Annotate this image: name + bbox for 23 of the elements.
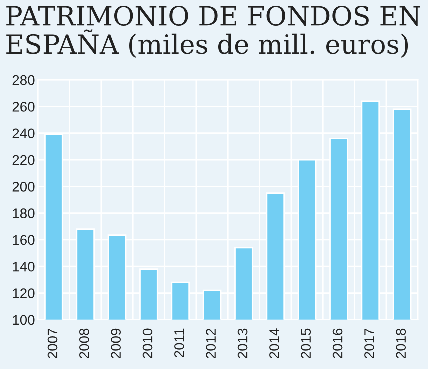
- y-tick-label: 260: [12, 102, 35, 112]
- x-tick-label: 2010: [142, 328, 153, 358]
- x-tick-label: 2016: [332, 328, 343, 358]
- y-tick-label: 120: [13, 288, 35, 298]
- x-tick-label: 2011: [174, 328, 184, 358]
- y-tick-label: 140: [13, 262, 35, 272]
- chart-title: PATRIMONIO DE FONDOS EN ESPAÑA (miles de mill. euros): [6, 6, 420, 58]
- x-tick-label: 2009: [111, 328, 121, 358]
- x-tick-label: 2012: [206, 328, 216, 358]
- x-tick-label: 2015: [301, 328, 312, 358]
- x-tick-label: 2014: [270, 328, 280, 358]
- x-tick-label: 2007: [48, 328, 58, 358]
- y-tick-label: 280: [12, 75, 35, 86]
- x-tick-label: 2008: [79, 328, 90, 358]
- x-tick-label: 2013: [238, 328, 248, 358]
- y-tick-label: 100: [13, 315, 35, 326]
- x-tick-label: 2018: [396, 328, 406, 358]
- y-tick-label: 240: [12, 128, 35, 139]
- y-tick-label: 160: [13, 235, 35, 246]
- x-tick-label: 2017: [364, 328, 374, 358]
- y-tick-label: 220: [12, 155, 35, 166]
- y-tick-label: 180: [13, 208, 35, 218]
- y-tick-label: 200: [12, 182, 35, 192]
